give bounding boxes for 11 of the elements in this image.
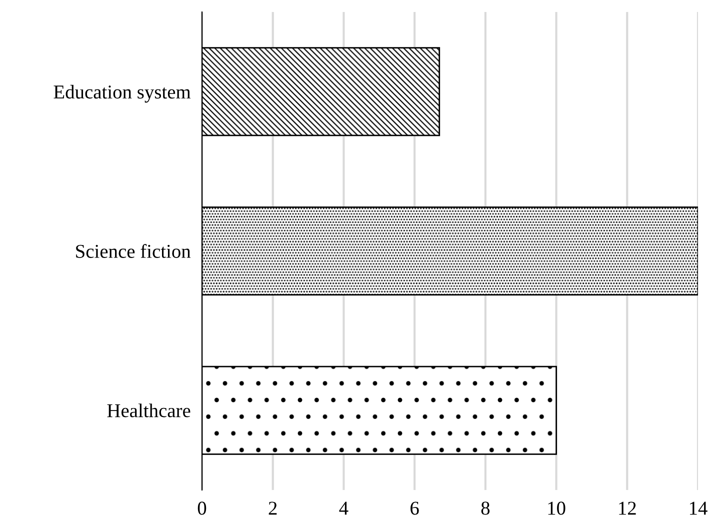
x-tick-label: 8 — [481, 502, 490, 515]
y-tick-label: Science fiction — [76, 244, 191, 258]
y-tick-label: Education system — [54, 84, 191, 103]
x-tick-label: 6 — [410, 502, 419, 515]
x-tick-label: 10 — [548, 502, 566, 515]
x-tick-label: 14 — [690, 502, 708, 515]
x-tick-label: 4 — [339, 502, 348, 515]
y-tick-label: Healthcare — [107, 404, 190, 418]
x-tick-label: 2 — [268, 502, 277, 515]
x-tick-label: 12 — [619, 502, 636, 515]
x-tick-label: 0 — [198, 502, 206, 515]
